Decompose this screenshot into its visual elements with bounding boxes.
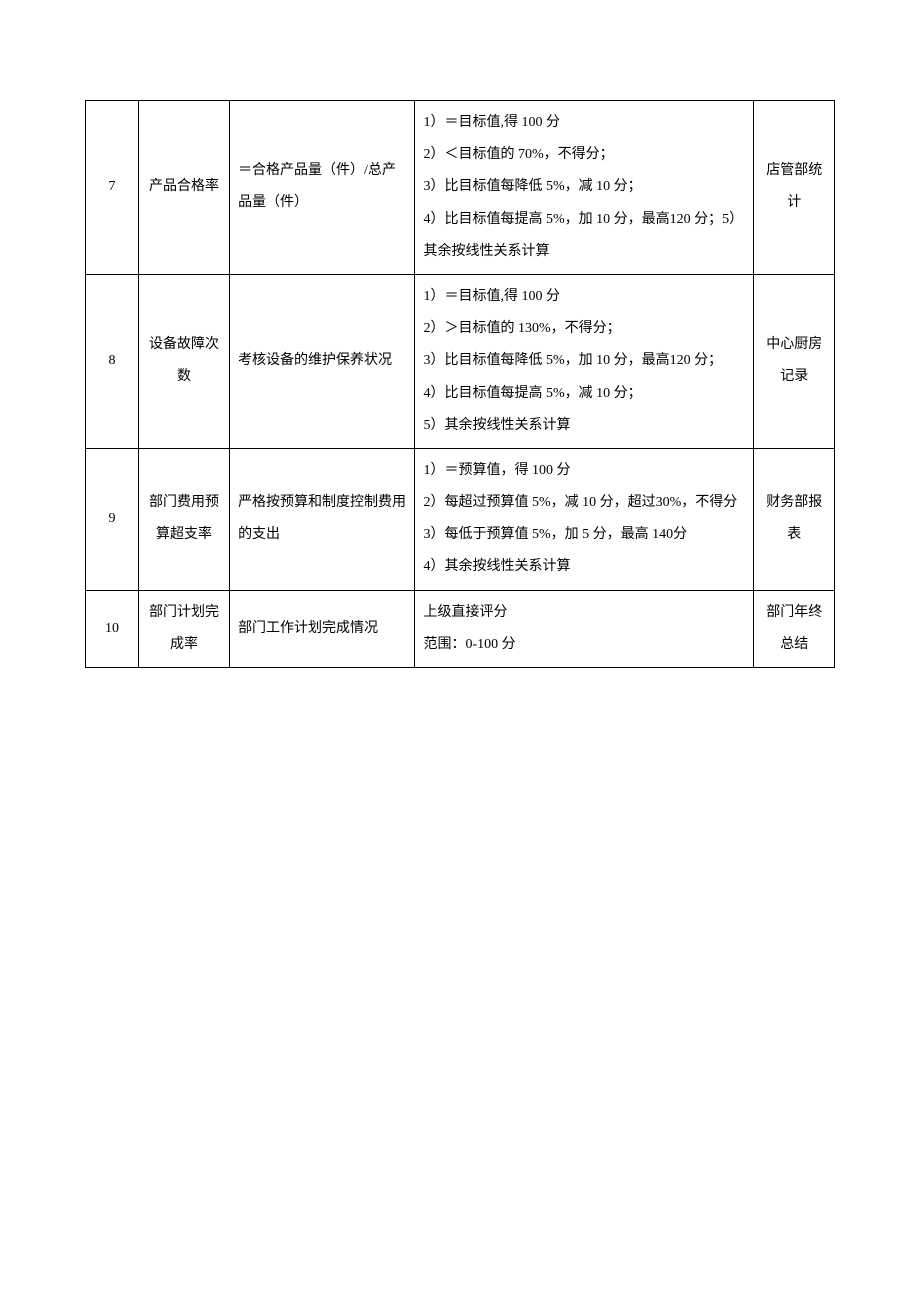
indicator-name: 部门计划完成率 [138, 590, 229, 667]
indicator-formula: 部门工作计划完成情况 [230, 590, 415, 667]
rule-line: 3）比目标值每降低 5%，减 10 分； [423, 171, 745, 203]
row-number: 8 [86, 274, 139, 448]
rule-line: 4）比目标值每提高 5%，减 10 分； [423, 378, 745, 410]
row-number: 7 [86, 101, 139, 275]
indicator-formula: 考核设备的维护保养状况 [230, 274, 415, 448]
rule-line: 5）其余按线性关系计算 [423, 410, 745, 442]
data-source: 财务部报表 [754, 448, 835, 590]
rule-line: 范围：0-100 分 [423, 629, 745, 661]
rule-line: 3）比目标值每降低 5%，加 10 分，最高120 分； [423, 345, 745, 377]
rule-line: 2）＜目标值的 70%，不得分； [423, 139, 745, 171]
rule-line: 2）每超过预算值 5%，减 10 分，超过30%，不得分 [423, 487, 745, 519]
rule-line: 1）＝目标值,得 100 分 [423, 281, 745, 313]
rule-line: 3）每低于预算值 5%，加 5 分，最高 140分 [423, 519, 745, 551]
data-source: 中心厨房记录 [754, 274, 835, 448]
indicator-formula: 严格按预算和制度控制费用的支出 [230, 448, 415, 590]
scoring-rules: 1）＝目标值,得 100 分 2）＜目标值的 70%，不得分； 3）比目标值每降… [415, 101, 754, 275]
kpi-table: 7 产品合格率 ＝合格产品量（件）/总产品量（件） 1）＝目标值,得 100 分… [85, 100, 835, 668]
scoring-rules: 1）＝目标值,得 100 分 2）＞目标值的 130%，不得分； 3）比目标值每… [415, 274, 754, 448]
row-number: 9 [86, 448, 139, 590]
table-row: 7 产品合格率 ＝合格产品量（件）/总产品量（件） 1）＝目标值,得 100 分… [86, 101, 835, 275]
indicator-name: 部门费用预算超支率 [138, 448, 229, 590]
rule-line: 2）＞目标值的 130%，不得分； [423, 313, 745, 345]
indicator-name: 产品合格率 [138, 101, 229, 275]
table-row: 10 部门计划完成率 部门工作计划完成情况 上级直接评分 范围：0-100 分 … [86, 590, 835, 667]
rule-line: 1）＝目标值,得 100 分 [423, 107, 745, 139]
indicator-formula: ＝合格产品量（件）/总产品量（件） [230, 101, 415, 275]
rule-line: 上级直接评分 [423, 597, 745, 629]
indicator-name: 设备故障次数 [138, 274, 229, 448]
rule-line: 1）＝预算值，得 100 分 [423, 455, 745, 487]
data-source: 店管部统计 [754, 101, 835, 275]
table-row: 9 部门费用预算超支率 严格按预算和制度控制费用的支出 1）＝预算值，得 100… [86, 448, 835, 590]
table-row: 8 设备故障次数 考核设备的维护保养状况 1）＝目标值,得 100 分 2）＞目… [86, 274, 835, 448]
scoring-rules: 1）＝预算值，得 100 分 2）每超过预算值 5%，减 10 分，超过30%，… [415, 448, 754, 590]
row-number: 10 [86, 590, 139, 667]
rule-line: 4）其余按线性关系计算 [423, 551, 745, 583]
rule-line: 4）比目标值每提高 5%，加 10 分，最高120 分；5）其余按线性关系计算 [423, 204, 745, 268]
data-source: 部门年终总结 [754, 590, 835, 667]
scoring-rules: 上级直接评分 范围：0-100 分 [415, 590, 754, 667]
